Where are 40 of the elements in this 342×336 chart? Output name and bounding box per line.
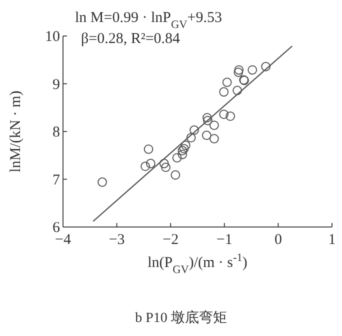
y-tick-label: 9 (52, 76, 60, 93)
point (232, 86, 242, 96)
point (203, 116, 212, 126)
y-axis-title: lnM/(kN · m) (8, 90, 24, 172)
x-tick-label: −2 (162, 232, 179, 248)
point (161, 162, 170, 172)
point (98, 177, 107, 187)
point (140, 162, 150, 172)
annotation: β=0.28, R²=0.84 (81, 31, 181, 47)
point (172, 153, 182, 162)
point (146, 158, 156, 168)
point (226, 112, 236, 121)
point (219, 110, 229, 120)
point (170, 170, 180, 180)
point (219, 87, 229, 97)
y-tick-label: 10 (45, 29, 60, 45)
x-axis-title: ln(P$_{GV}$)/(m · s$^{-1}$) (148, 252, 248, 276)
point (180, 140, 190, 150)
x-tick-label: 1 (328, 232, 336, 248)
point (144, 144, 154, 154)
x-tick-label: −3 (108, 232, 125, 248)
point (159, 158, 169, 168)
point (261, 62, 271, 72)
y-tick-label: 7 (52, 172, 60, 188)
point (202, 130, 212, 140)
point (234, 68, 244, 77)
point (178, 150, 188, 160)
point (209, 134, 219, 144)
point (209, 120, 219, 130)
point (190, 125, 199, 135)
point (222, 78, 232, 88)
text: ln M=0.99 · lnP$_{GV}$+9.53 (75, 10, 222, 31)
point (248, 65, 258, 75)
point (186, 133, 196, 142)
text: b P10 墩底弯矩 (135, 310, 227, 326)
point (234, 65, 244, 75)
y-tick-label: 8 (52, 124, 60, 140)
x-tick-label: −1 (216, 232, 232, 248)
point (202, 112, 212, 122)
x-tick-label: 0 (274, 232, 282, 248)
